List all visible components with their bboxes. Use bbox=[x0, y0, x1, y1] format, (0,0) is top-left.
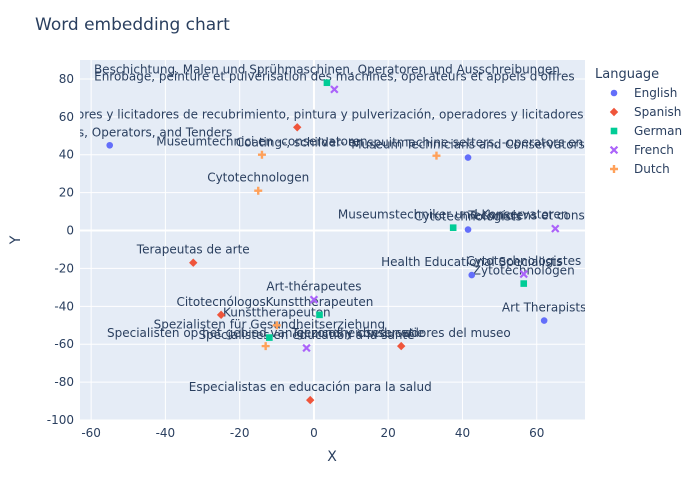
grid-lines bbox=[80, 60, 585, 421]
data-point[interactable] bbox=[551, 224, 560, 233]
axis-ticks: -60 -40 -20 0 20 40 60 -100 -80 -60 -40 -20 0 20 40 60 8… bbox=[47, 72, 545, 440]
legend-label: English bbox=[634, 86, 677, 100]
legend-item-french[interactable]: French bbox=[609, 143, 674, 157]
y-tick-label: 40 bbox=[59, 148, 74, 162]
data-point[interactable] bbox=[254, 186, 263, 195]
point-label: Técnicos y conservadores del museo bbox=[291, 326, 511, 340]
point-label: Beschichtung, Malen und Sprühmaschinen, … bbox=[94, 63, 560, 77]
series-spanish bbox=[189, 123, 406, 405]
y-tick-label: -40 bbox=[54, 299, 74, 313]
data-point[interactable] bbox=[519, 269, 528, 279]
legend-title: Language bbox=[595, 67, 659, 82]
x-tick-label: -40 bbox=[156, 426, 176, 440]
data-point[interactable] bbox=[189, 258, 198, 267]
y-axis-label: Y bbox=[8, 235, 24, 245]
legend-marker[interactable] bbox=[610, 89, 618, 97]
point-label: Museumstechniker und Konservatoren bbox=[338, 208, 569, 222]
legend-marker[interactable] bbox=[609, 107, 619, 117]
data-point[interactable] bbox=[293, 123, 302, 132]
data-point[interactable] bbox=[540, 317, 548, 324]
data-point[interactable] bbox=[106, 141, 114, 149]
data-point[interactable] bbox=[396, 341, 406, 351]
series-dutch bbox=[254, 150, 441, 351]
data-point[interactable] bbox=[266, 334, 273, 341]
point-label: Kunsttherapeuten bbox=[223, 305, 331, 319]
data-point[interactable] bbox=[330, 85, 339, 94]
data-point[interactable] bbox=[261, 342, 270, 351]
point-label: Spécialistes en éducation à la santé bbox=[198, 328, 414, 342]
point-label: Museumtechnici en -conservatoren bbox=[156, 135, 367, 149]
point-label: Especialistas en educación para la salud bbox=[189, 380, 432, 394]
point-label: Kunsttherapeuten bbox=[266, 295, 374, 309]
legend-marker[interactable] bbox=[610, 165, 618, 173]
data-point[interactable] bbox=[464, 154, 472, 161]
data-point[interactable] bbox=[449, 224, 457, 231]
legend-item-spanish[interactable]: Spanish bbox=[609, 105, 682, 119]
data-point[interactable] bbox=[306, 395, 315, 405]
y-tick-label: 20 bbox=[59, 186, 74, 200]
x-tick-label: 0 bbox=[310, 426, 318, 440]
legend-item-dutch[interactable]: Dutch bbox=[610, 162, 670, 176]
legend-label: Spanish bbox=[634, 105, 681, 119]
data-point[interactable] bbox=[468, 271, 476, 279]
data-point[interactable] bbox=[309, 295, 319, 304]
point-label: Machine Setters, Operators, and Tenders bbox=[0, 125, 232, 139]
legend-marker[interactable] bbox=[610, 127, 618, 135]
data-point[interactable] bbox=[257, 150, 266, 159]
data-point[interactable] bbox=[302, 343, 311, 353]
y-tick-label: -100 bbox=[47, 413, 74, 427]
data-point[interactable] bbox=[323, 79, 331, 87]
data-point[interactable] bbox=[432, 151, 441, 160]
point-label: Configuradores y licitadores de recubrim… bbox=[11, 107, 584, 121]
series-english bbox=[106, 141, 548, 324]
legend-item-english[interactable]: English bbox=[610, 86, 678, 100]
y-tick-label: -60 bbox=[54, 337, 74, 351]
point-label: Art-thérapeutes bbox=[266, 280, 361, 294]
point-label: Coating-, schilder- en spuitmachine-sett… bbox=[236, 136, 637, 150]
x-tick-label: -60 bbox=[81, 426, 101, 440]
legend-label: German bbox=[634, 124, 682, 138]
point-label: Museum Technicians and Conservators bbox=[351, 138, 584, 152]
y-tick-label: -80 bbox=[54, 375, 74, 389]
point-markers bbox=[106, 79, 560, 405]
data-point[interactable] bbox=[316, 311, 323, 319]
point-label: Spezialisten für Gesundheitserziehung bbox=[154, 318, 385, 332]
point-label: Art Therapists bbox=[502, 301, 586, 315]
point-label: Zytotechnologen bbox=[473, 264, 575, 278]
data-point[interactable] bbox=[464, 226, 472, 233]
point-label: Citotecnólogos bbox=[176, 295, 265, 309]
legend-label: French bbox=[634, 143, 674, 157]
point-label: Health Educational Specialists bbox=[381, 255, 562, 269]
x-tick-label: 60 bbox=[529, 426, 544, 440]
point-label: Cytotechnologists bbox=[414, 210, 522, 224]
y-tick-label: 60 bbox=[59, 110, 74, 124]
series-french bbox=[302, 85, 560, 353]
point-label: Cytotechnologistes bbox=[466, 254, 581, 268]
legend-marker[interactable] bbox=[609, 145, 619, 155]
point-labels: Machine Setters, Operators, and TendersM… bbox=[0, 63, 642, 394]
chart-title: Word embedding chart bbox=[35, 15, 230, 35]
x-tick-label: 40 bbox=[455, 426, 470, 440]
legend[interactable]: Language English Spanish German French Dutch bbox=[595, 67, 682, 176]
plot-area bbox=[80, 60, 585, 420]
data-point[interactable] bbox=[520, 280, 528, 287]
x-axis-label: X bbox=[327, 449, 337, 465]
y-tick-label: 80 bbox=[59, 72, 74, 86]
legend-item-german[interactable]: German bbox=[610, 124, 682, 138]
point-label: Enrobage, peinture et pulvérisation des … bbox=[94, 69, 574, 83]
series-german bbox=[266, 79, 528, 341]
x-tick-label: 20 bbox=[381, 426, 396, 440]
y-tick-label: 0 bbox=[66, 224, 74, 238]
point-label: Specialisten op het gebied van gezondhei… bbox=[107, 326, 424, 340]
data-point[interactable] bbox=[272, 321, 281, 330]
y-tick-label: -20 bbox=[54, 261, 74, 275]
legend-label: Dutch bbox=[634, 162, 670, 176]
point-label: Techniciens et conservateurs bbox=[467, 209, 642, 223]
point-label: Cytotechnologen bbox=[207, 171, 309, 185]
point-label: Terapeutas de arte bbox=[136, 243, 250, 257]
x-tick-label: -20 bbox=[230, 426, 250, 440]
data-point[interactable] bbox=[216, 310, 226, 320]
